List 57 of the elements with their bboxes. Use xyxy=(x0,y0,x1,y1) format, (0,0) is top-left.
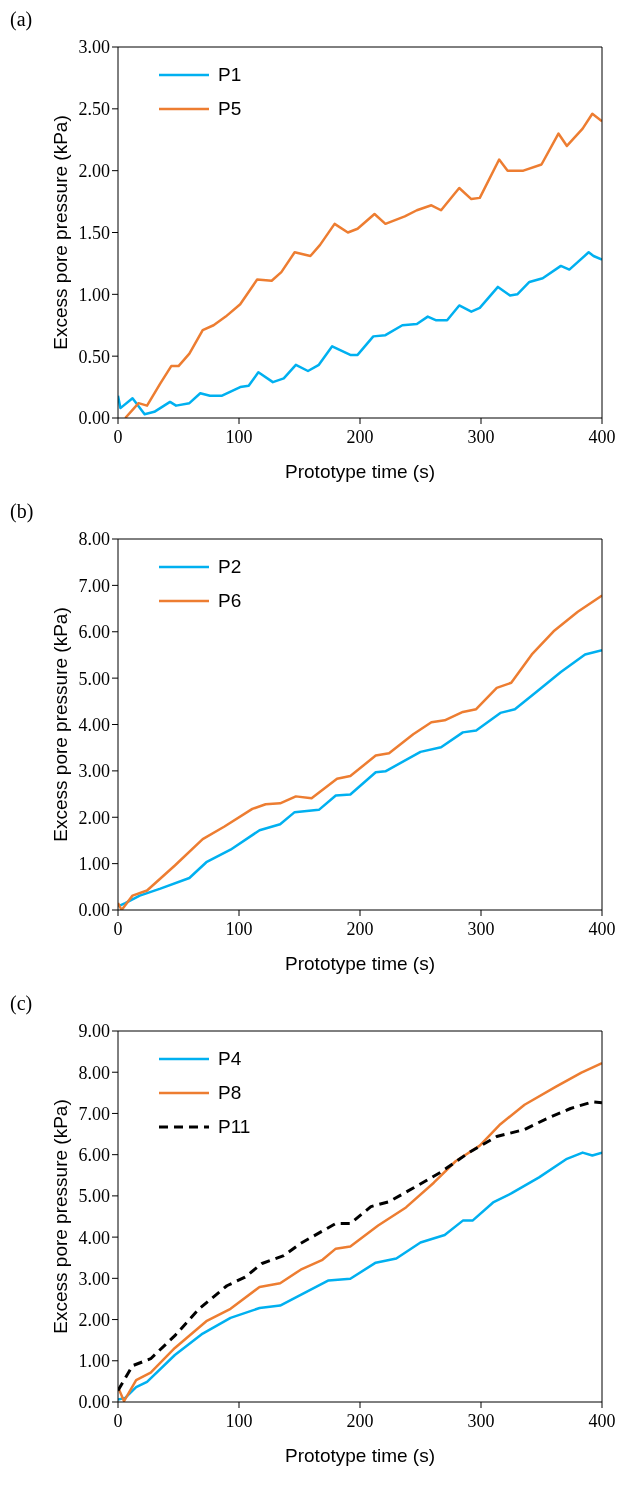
x-axis-title: Prototype time (s) xyxy=(285,461,435,482)
y-tick-label: 1.00 xyxy=(78,854,110,875)
x-tick-label: 0 xyxy=(113,918,123,939)
x-tick-label: 300 xyxy=(467,918,495,939)
y-tick-label: 1.00 xyxy=(78,284,110,305)
y-tick-label: 0.00 xyxy=(78,900,110,921)
legend-label: P4 xyxy=(218,1048,242,1070)
y-tick-label: 2.00 xyxy=(78,161,110,182)
y-tick-label: 8.00 xyxy=(78,529,110,550)
x-tick-label: 200 xyxy=(346,1410,374,1431)
y-tick-label: 6.00 xyxy=(78,622,110,643)
x-tick-label: 200 xyxy=(346,918,374,939)
y-tick-label: 0.00 xyxy=(78,1392,110,1413)
x-tick-label: 100 xyxy=(225,918,253,939)
y-tick-label: 4.00 xyxy=(78,714,110,735)
chart-title: (c) xyxy=(9,992,34,1017)
y-tick-label: 9.00 xyxy=(78,1021,110,1042)
x-axis-title: Prototype time (s) xyxy=(285,1445,435,1466)
x-tick-label: 300 xyxy=(467,426,495,447)
legend-label: P5 xyxy=(218,98,242,120)
y-axis-title: Excess pore pressure (kPa) xyxy=(49,607,71,842)
y-tick-label: 2.00 xyxy=(78,1309,110,1330)
legend-label: P8 xyxy=(218,1082,242,1104)
y-tick-label: 0.00 xyxy=(78,408,110,429)
y-tick-label: 8.00 xyxy=(78,1062,110,1083)
y-tick-label: 4.00 xyxy=(78,1227,110,1248)
x-tick-label: 400 xyxy=(588,1410,616,1431)
y-tick-label: 3.00 xyxy=(78,37,110,58)
x-tick-label: 400 xyxy=(588,918,616,939)
y-tick-label: 5.00 xyxy=(78,1186,110,1207)
x-tick-label: 100 xyxy=(225,426,253,447)
y-tick-label: 7.00 xyxy=(78,1103,110,1124)
y-axis-title: Excess pore pressure (kPa) xyxy=(49,1099,71,1334)
legend-label: P2 xyxy=(218,556,242,578)
y-tick-label: 5.00 xyxy=(78,668,110,689)
chart-title: (b) xyxy=(9,500,35,525)
legend-label: P11 xyxy=(218,1116,251,1138)
legend-label: P6 xyxy=(218,590,242,612)
x-tick-label: 100 xyxy=(225,1410,253,1431)
y-tick-label: 6.00 xyxy=(78,1145,110,1166)
x-tick-label: 400 xyxy=(588,426,616,447)
legend-label: P1 xyxy=(218,64,242,86)
x-tick-label: 300 xyxy=(467,1410,495,1431)
x-tick-label: 200 xyxy=(346,426,374,447)
y-tick-label: 3.00 xyxy=(78,761,110,782)
y-tick-label: 7.00 xyxy=(78,575,110,596)
chart-title: (a) xyxy=(9,8,34,33)
y-tick-label: 1.50 xyxy=(78,222,110,243)
y-tick-label: 0.50 xyxy=(78,346,110,367)
x-tick-label: 0 xyxy=(113,426,123,447)
y-tick-label: 2.00 xyxy=(78,807,110,828)
y-tick-label: 3.00 xyxy=(78,1268,110,1289)
x-axis-title: Prototype time (s) xyxy=(285,953,435,974)
y-tick-label: 2.50 xyxy=(78,99,110,120)
x-tick-label: 0 xyxy=(113,1410,123,1431)
y-axis-title: Excess pore pressure (kPa) xyxy=(49,115,71,350)
y-tick-label: 1.00 xyxy=(78,1351,110,1372)
